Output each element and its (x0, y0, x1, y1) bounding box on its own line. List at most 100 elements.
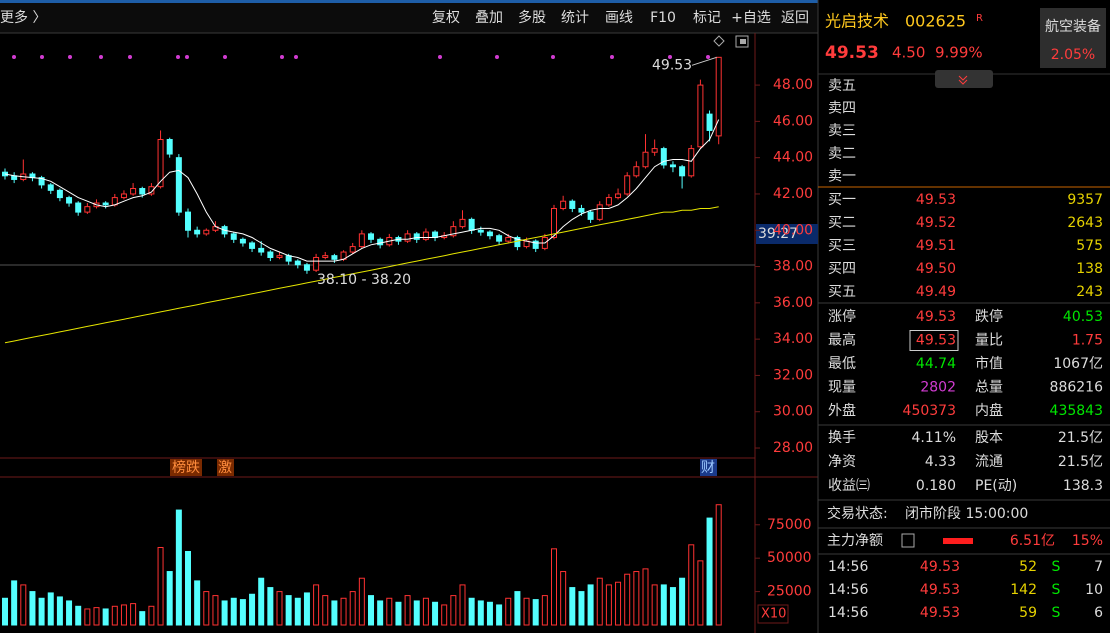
volume-bar (102, 608, 109, 626)
candle-body (102, 202, 109, 206)
flow-bar (943, 538, 973, 544)
volume-bar (175, 509, 182, 626)
y-tick-label: 44.00 (773, 150, 813, 166)
dot (99, 55, 103, 59)
candle-body (450, 226, 457, 237)
fundamental-value: 4.33 (925, 454, 956, 470)
volume-bar (477, 600, 484, 626)
dot (128, 55, 132, 59)
tag-box (700, 459, 717, 476)
chart-tag[interactable]: 财 (701, 460, 715, 476)
trade-count: 6 (1094, 605, 1103, 621)
stat-value: 450373 (903, 403, 956, 419)
sector-box[interactable] (1040, 8, 1106, 68)
volume-bar (203, 591, 210, 626)
candle-body (130, 188, 137, 195)
candle-body (331, 255, 338, 260)
volume-bar (605, 584, 612, 626)
toolbar-button[interactable]: +自选 (731, 10, 771, 26)
candle-body (468, 218, 475, 231)
toolbar-button[interactable]: 叠加 (475, 10, 503, 26)
volume-bar (139, 611, 146, 626)
candle-body (175, 157, 182, 213)
candle-body (569, 200, 576, 209)
candle-body (422, 231, 429, 240)
volume-unit: X10 (761, 607, 786, 622)
dot (438, 55, 442, 59)
candle-body (578, 207, 585, 213)
volume-bar (688, 544, 695, 626)
volume-bar (194, 580, 201, 626)
fundamental-value: 0.180 (916, 478, 956, 494)
candle-body (596, 204, 603, 220)
dot (551, 55, 555, 59)
volume-bar (38, 597, 45, 626)
diamond-icon[interactable] (713, 35, 725, 47)
y-tick-label: 30.00 (773, 404, 813, 420)
chart-tag[interactable]: 激 (218, 459, 232, 476)
toolbar-button[interactable]: F10 (650, 10, 676, 26)
candle-body (660, 148, 667, 166)
dot (68, 55, 72, 59)
bid-label: 买三 (828, 238, 856, 254)
ask-label: 卖一 (828, 168, 856, 184)
toolbar-button[interactable]: 统计 (561, 10, 589, 26)
y-tick-label: 42.00 (773, 186, 813, 202)
candle-body (615, 193, 622, 199)
fundamental-value: 138.3 (1063, 478, 1103, 494)
toolbar-button[interactable]: 多股 (518, 9, 546, 26)
volume-bar (468, 597, 475, 626)
chart-tag[interactable]: 榜跌 (172, 459, 200, 476)
candle-body (148, 186, 155, 195)
toolbar-button[interactable]: 复权 (432, 9, 460, 26)
candle-body (459, 218, 466, 228)
flow-icon[interactable] (901, 533, 915, 548)
tag-box (217, 459, 234, 476)
volume-bar (157, 546, 164, 626)
candle-body (706, 113, 713, 131)
y-tick-label: 28.00 (773, 440, 813, 456)
dot (610, 55, 614, 59)
stat-label: 涨停 (828, 308, 856, 325)
volume-bar (2, 597, 8, 626)
candle-body (368, 233, 374, 240)
bid-volume: 2643 (1067, 215, 1103, 231)
volume-bar (66, 600, 73, 626)
dot (668, 55, 672, 59)
candle-body (377, 238, 384, 246)
y-tick-label: 25000 (767, 584, 812, 600)
candle-body (276, 255, 283, 258)
back-link[interactable]: 更多 〉 (0, 9, 46, 26)
volume-bar (587, 584, 594, 626)
volume-bar (313, 584, 320, 626)
volume-bar (221, 600, 228, 626)
volume-bar (624, 573, 631, 626)
sector-name: 航空装备 (1045, 18, 1101, 35)
y-tick-label: 50000 (767, 550, 812, 566)
status-value: 闭市阶段 15:00:00 (905, 505, 1028, 522)
toolbar-button[interactable]: 画线 (605, 10, 633, 26)
dot (294, 55, 298, 59)
max-pointer (691, 56, 717, 66)
candle-body (679, 166, 686, 177)
volume-bar (432, 601, 439, 626)
volume-bar (239, 599, 246, 626)
volume-bar (514, 591, 521, 626)
toolbar-button[interactable]: 标记 (693, 10, 721, 26)
candle-body (56, 189, 63, 199)
candle-body (633, 166, 640, 177)
toolbar-button[interactable]: 返回 (781, 10, 809, 26)
y-tick-label: 48.00 (773, 77, 813, 93)
dot (495, 55, 499, 59)
volume-bar (84, 608, 91, 626)
volume-bar (322, 595, 329, 626)
fundamental-label: 换手 (828, 429, 856, 446)
panel-icon[interactable] (735, 35, 749, 48)
volume-bar (486, 601, 493, 626)
candle-body (120, 193, 127, 199)
candle-body (624, 175, 631, 195)
trade-price: 49.53 (920, 605, 960, 621)
candle-body (267, 251, 274, 258)
volume-bar (349, 591, 356, 626)
moving-average (4, 206, 719, 344)
